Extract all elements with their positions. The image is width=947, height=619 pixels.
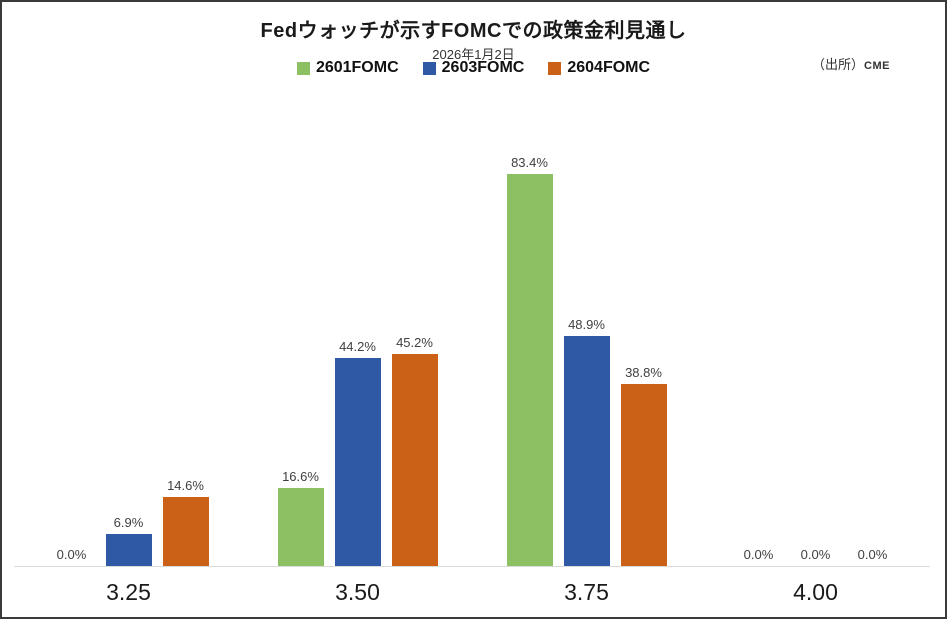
bar-value-label: 44.2% <box>339 339 376 355</box>
bar-value-label: 16.6% <box>282 469 319 484</box>
x-axis-label-3.50: 3.50 <box>335 579 380 605</box>
legend-swatch-icon <box>422 61 436 75</box>
bar-value-label: 45.2% <box>396 334 433 350</box>
source-label: （出所） <box>812 57 865 72</box>
bar-2604FOMC-3.75 <box>620 383 667 566</box>
bar-column: 14.6% <box>162 478 209 566</box>
x-axis-label-3.25: 3.25 <box>106 579 151 605</box>
legend-label: 2604FOMC <box>567 59 651 76</box>
bar-2603FOMC-3.75 <box>563 336 610 566</box>
bar-2601FOMC-3.50 <box>277 488 324 566</box>
bar-column: 6.9% <box>105 514 152 566</box>
legend-item-2601FOMC: 2601FOMC <box>296 59 399 77</box>
legend-swatch-icon <box>296 61 310 75</box>
bar-value-label: 6.9% <box>113 514 144 530</box>
bar-value-label: 83.4% <box>511 155 548 170</box>
bar-2601FOMC-3.75 <box>506 174 553 566</box>
bar-value-label: 0.0% <box>800 547 831 562</box>
bar-column: 0.0% <box>793 548 839 566</box>
x-axis-label-3.75: 3.75 <box>564 579 609 605</box>
source-note: （出所）CME <box>812 54 890 73</box>
x-axis-labels: 3.25 3.50 3.75 4.00 <box>14 579 930 606</box>
bar-2603FOMC-3.50 <box>334 358 381 566</box>
bar-column: 0.0% <box>850 548 896 566</box>
bar-group-3.50: 16.6% 44.2% 45.2% <box>243 96 472 566</box>
bar-value-label: 0.0% <box>56 547 87 562</box>
bar-group-3.75: 83.4% 48.9% 38.8% <box>472 96 701 566</box>
bar-value-label: 48.9% <box>568 317 605 333</box>
x-axis-label-4.00: 4.00 <box>793 579 838 605</box>
bar-group-4.00: 0.0% 0.0% 0.0% <box>701 96 930 566</box>
bar-column: 45.2% <box>391 334 438 566</box>
bar-2604FOMC-3.50 <box>391 353 438 566</box>
bar-column: 38.8% <box>620 364 667 566</box>
bar-2604FOMC-3.25 <box>162 497 209 566</box>
chart-subtitle: 2026年1月2日 <box>432 47 515 62</box>
bar-column: 83.4% <box>506 155 553 566</box>
bar-column: 44.2% <box>334 339 381 566</box>
legend: 2601FOMC 2603FOMC 2604FOMC <box>2 59 945 77</box>
chart-title: Fedウォッチが示すFOMCでの政策金利見通し <box>260 20 687 42</box>
legend-item-2603FOMC: 2603FOMC <box>422 59 525 77</box>
source-value: CME <box>864 60 890 72</box>
bar-column: 48.9% <box>563 317 610 566</box>
bar-column: 0.0% <box>736 548 782 566</box>
legend-label: 2601FOMC <box>315 59 399 76</box>
legend-label: 2603FOMC <box>441 59 525 76</box>
legend-swatch-icon <box>548 61 562 75</box>
bar-value-label: 0.0% <box>857 547 888 562</box>
plot-area: 0.0% 6.9% 14.6% 16.6% 44.2% 45.2% 83.4% 48.9% 38… <box>14 96 930 567</box>
bar-group-3.25: 0.0% 6.9% 14.6% <box>14 96 243 566</box>
bar-value-label: 14.6% <box>167 478 204 494</box>
bar-value-label: 0.0% <box>743 547 774 562</box>
bar-column: 16.6% <box>277 469 324 566</box>
legend-item-2604FOMC: 2604FOMC <box>548 59 650 77</box>
bar-column: 0.0% <box>49 548 95 566</box>
bar-value-label: 38.8% <box>625 364 662 380</box>
bar-2603FOMC-3.25 <box>105 533 152 566</box>
